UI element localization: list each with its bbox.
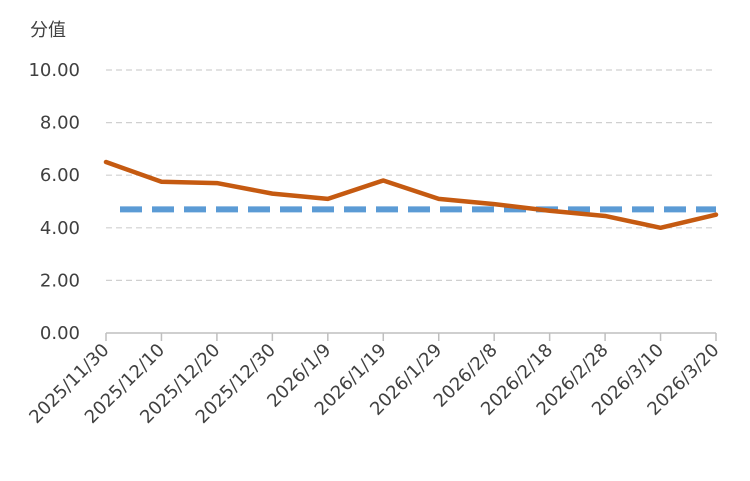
y-axis-ticks: 0.00 2.00 4.00 6.00 8.00 10.00 bbox=[28, 60, 80, 344]
y-tick-label: 10.00 bbox=[28, 60, 80, 81]
grid-lines bbox=[106, 69, 716, 281]
y-axis-unit-label: 分值 bbox=[30, 20, 66, 41]
y-tick-label: 8.00 bbox=[40, 113, 80, 134]
y-tick-label: 6.00 bbox=[40, 165, 80, 186]
score-series-line bbox=[103, 159, 719, 231]
y-tick-label: 0.00 bbox=[40, 323, 80, 344]
y-tick-label: 4.00 bbox=[40, 218, 80, 239]
series bbox=[103, 159, 719, 231]
x-axis-ticks: 2025/11/302025/12/102025/12/202025/12/30… bbox=[25, 333, 724, 428]
y-tick-label: 2.00 bbox=[40, 270, 80, 291]
